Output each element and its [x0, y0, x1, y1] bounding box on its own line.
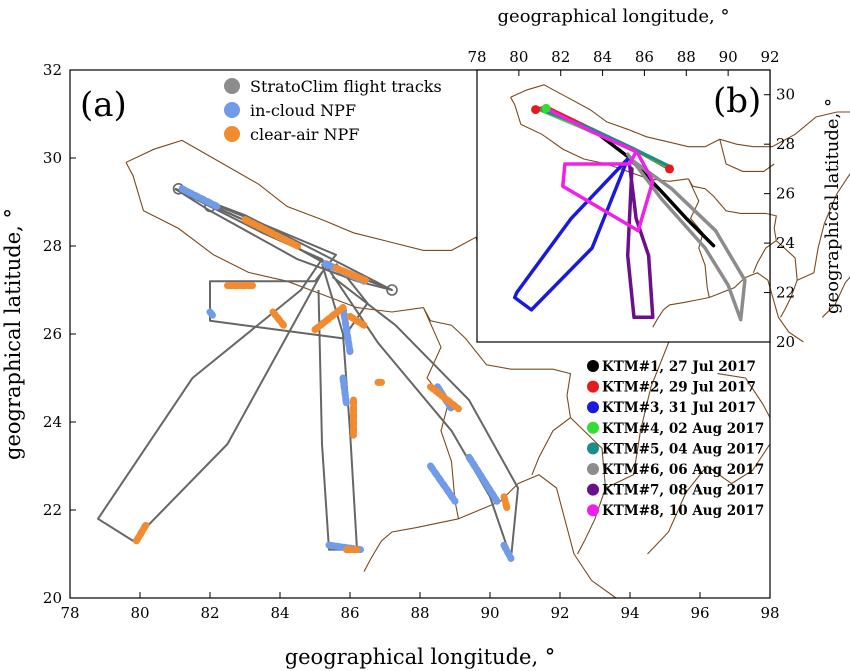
inset-endpoint-3 — [541, 103, 551, 113]
x-tick-label-a: 96 — [690, 604, 709, 622]
x-tick-label-a: 86 — [340, 604, 359, 622]
panel-label-b: (b) — [713, 81, 761, 121]
x-tick-label-a: 98 — [760, 604, 779, 622]
x-tick-label-a: 80 — [130, 604, 149, 622]
y-tick-label-b: 20 — [776, 333, 795, 351]
x-tick-label-a: 84 — [270, 604, 289, 622]
inset-track-ktm-8 — [546, 107, 655, 233]
legend-b-dot-5 — [587, 442, 599, 455]
legend-b-label-4: KTM#4, 02 Aug 2017 — [602, 421, 764, 437]
legend-b-label-7: KTM#7, 08 Aug 2017 — [602, 483, 764, 499]
y-tick-label-b: 28 — [776, 135, 795, 153]
clear-air-npf-segment-2 — [332, 264, 371, 285]
y-tick-label-a: 26 — [43, 325, 62, 343]
y-tick-label-a: 32 — [43, 61, 62, 79]
x-tick-label-a: 92 — [550, 604, 569, 622]
legend-b-dot-7 — [587, 483, 599, 496]
y-tick-label-b: 26 — [776, 185, 795, 203]
inset-track-ktm-6 — [625, 152, 747, 322]
y-tick-label-a: 30 — [43, 149, 62, 167]
y-tick-label-b: 22 — [776, 284, 795, 302]
x-axis-title-b: geographical longitude, ° — [498, 6, 730, 27]
x-tick-label-b: 90 — [719, 48, 738, 66]
y-tick-label-a: 20 — [43, 589, 62, 607]
legend-label-tracks: StratoClim flight tracks — [250, 77, 442, 96]
ticks-b: 78 80 82 84 86 88 90 92 20 22 24 26 28 30 — [467, 48, 795, 351]
ticks-a: 78 80 82 84 86 88 90 92 94 96 98 20 22 24 26 28 30 32 — [43, 61, 780, 622]
y-tick-label-a: 24 — [43, 413, 62, 431]
clear-air-npf-segment-1 — [241, 216, 301, 250]
panel-b: 78 80 82 84 86 88 90 92 20 22 24 26 28 30 (b) geograp… — [467, 6, 850, 351]
clear-air-npf-segment-4 — [269, 308, 287, 329]
legend-b-dot-6 — [587, 463, 599, 475]
flight-tracks-b — [512, 103, 747, 322]
in-cloud-npf-segment-8 — [427, 462, 459, 505]
x-tick-label-b: 86 — [635, 48, 654, 66]
x-tick-label-a: 90 — [480, 604, 499, 622]
x-tick-label-b: 82 — [551, 48, 570, 66]
in-cloud-npf-segment-4 — [339, 374, 350, 408]
x-tick-label-b: 88 — [677, 48, 696, 66]
in-cloud-npf-segment-9 — [500, 541, 515, 562]
x-tick-label-a: 78 — [60, 604, 79, 622]
legend-dot-tracks — [224, 78, 240, 94]
in-cloud-npf-segment-3 — [339, 304, 354, 356]
clear-air-npf-segment-5 — [311, 304, 347, 334]
in-cloud-npf-segment-10 — [206, 308, 217, 320]
x-tick-label-b: 84 — [593, 48, 612, 66]
y-tick-label-a: 28 — [43, 237, 62, 255]
clear-air-npf-segment-6 — [346, 312, 368, 329]
inset-track-ktm-3 — [512, 157, 630, 312]
inset-endpoint-1 — [531, 105, 541, 115]
legend-dot-clear-air — [224, 126, 240, 142]
legend-b-label-5: KTM#5, 04 Aug 2017 — [602, 441, 764, 457]
clear-air-npf-segment-9 — [133, 519, 151, 545]
track-loop-2 — [386, 284, 398, 296]
legend-dot-in-cloud — [224, 102, 240, 118]
legend-b-label-3: KTM#3, 31 Jul 2017 — [602, 400, 756, 416]
legend-b-label-2: KTM#2, 29 Jul 2017 — [602, 380, 756, 396]
x-tick-label-b: 78 — [467, 48, 486, 66]
clear-air-npf-segment-11 — [427, 383, 462, 413]
legend-b-dot-4 — [587, 421, 599, 434]
plot-frame-b — [476, 69, 771, 343]
inset-background — [477, 70, 770, 342]
legend-b-label-1: KTM#1, 27 Jul 2017 — [602, 359, 756, 375]
x-tick-label-b: 92 — [760, 48, 779, 66]
flight-track-8 — [174, 187, 369, 340]
legend-label-in-cloud: in-cloud NPF — [250, 101, 356, 120]
y-tick-label-b: 24 — [776, 234, 795, 252]
y-axis-title-b: geographical latitude, ° — [822, 98, 843, 314]
panel-label-a: (a) — [80, 85, 127, 125]
in-cloud-npf-segment-1 — [178, 185, 221, 210]
x-tick-label-a: 94 — [620, 604, 639, 622]
inset-track-ktm-7 — [625, 164, 655, 320]
legend-label-clear-air: clear-air NPF — [250, 125, 359, 144]
y-tick-label-b: 30 — [776, 86, 795, 104]
legend-b: KTM#1, 27 Jul 2017 KTM#2, 29 Jul 2017 KTM#… — [587, 359, 764, 519]
clear-air-npf-segment-12 — [500, 493, 511, 514]
x-tick-label-a: 82 — [200, 604, 219, 622]
legend-b-dot-3 — [587, 401, 599, 414]
x-tick-label-b: 80 — [509, 48, 528, 66]
legend-b-dot-2 — [587, 380, 599, 393]
x-axis-title-a: geographical longitude, ° — [285, 645, 556, 669]
inset-endpoint-2 — [665, 164, 675, 174]
y-axis-title-a: geographical latitude, ° — [1, 208, 25, 460]
in-cloud-npf-segment-7 — [465, 453, 501, 505]
legend-b-label-8: KTM#8, 10 Aug 2017 — [602, 503, 764, 519]
y-tick-label-a: 22 — [43, 501, 62, 519]
x-tick-label-a: 88 — [410, 604, 429, 622]
legend-b-label-6: KTM#6, 06 Aug 2017 — [602, 462, 764, 478]
legend-a: StratoClim flight tracks in-cloud NPF cl… — [224, 77, 442, 144]
panel-a: 78 80 82 84 86 88 90 92 94 96 98 20 22 24 26 28 30 32 (a)… — [1, 61, 780, 669]
clear-air-npf-marks — [133, 216, 511, 554]
legend-b-dot-8 — [587, 504, 599, 517]
legend-b-dot-1 — [587, 360, 599, 372]
